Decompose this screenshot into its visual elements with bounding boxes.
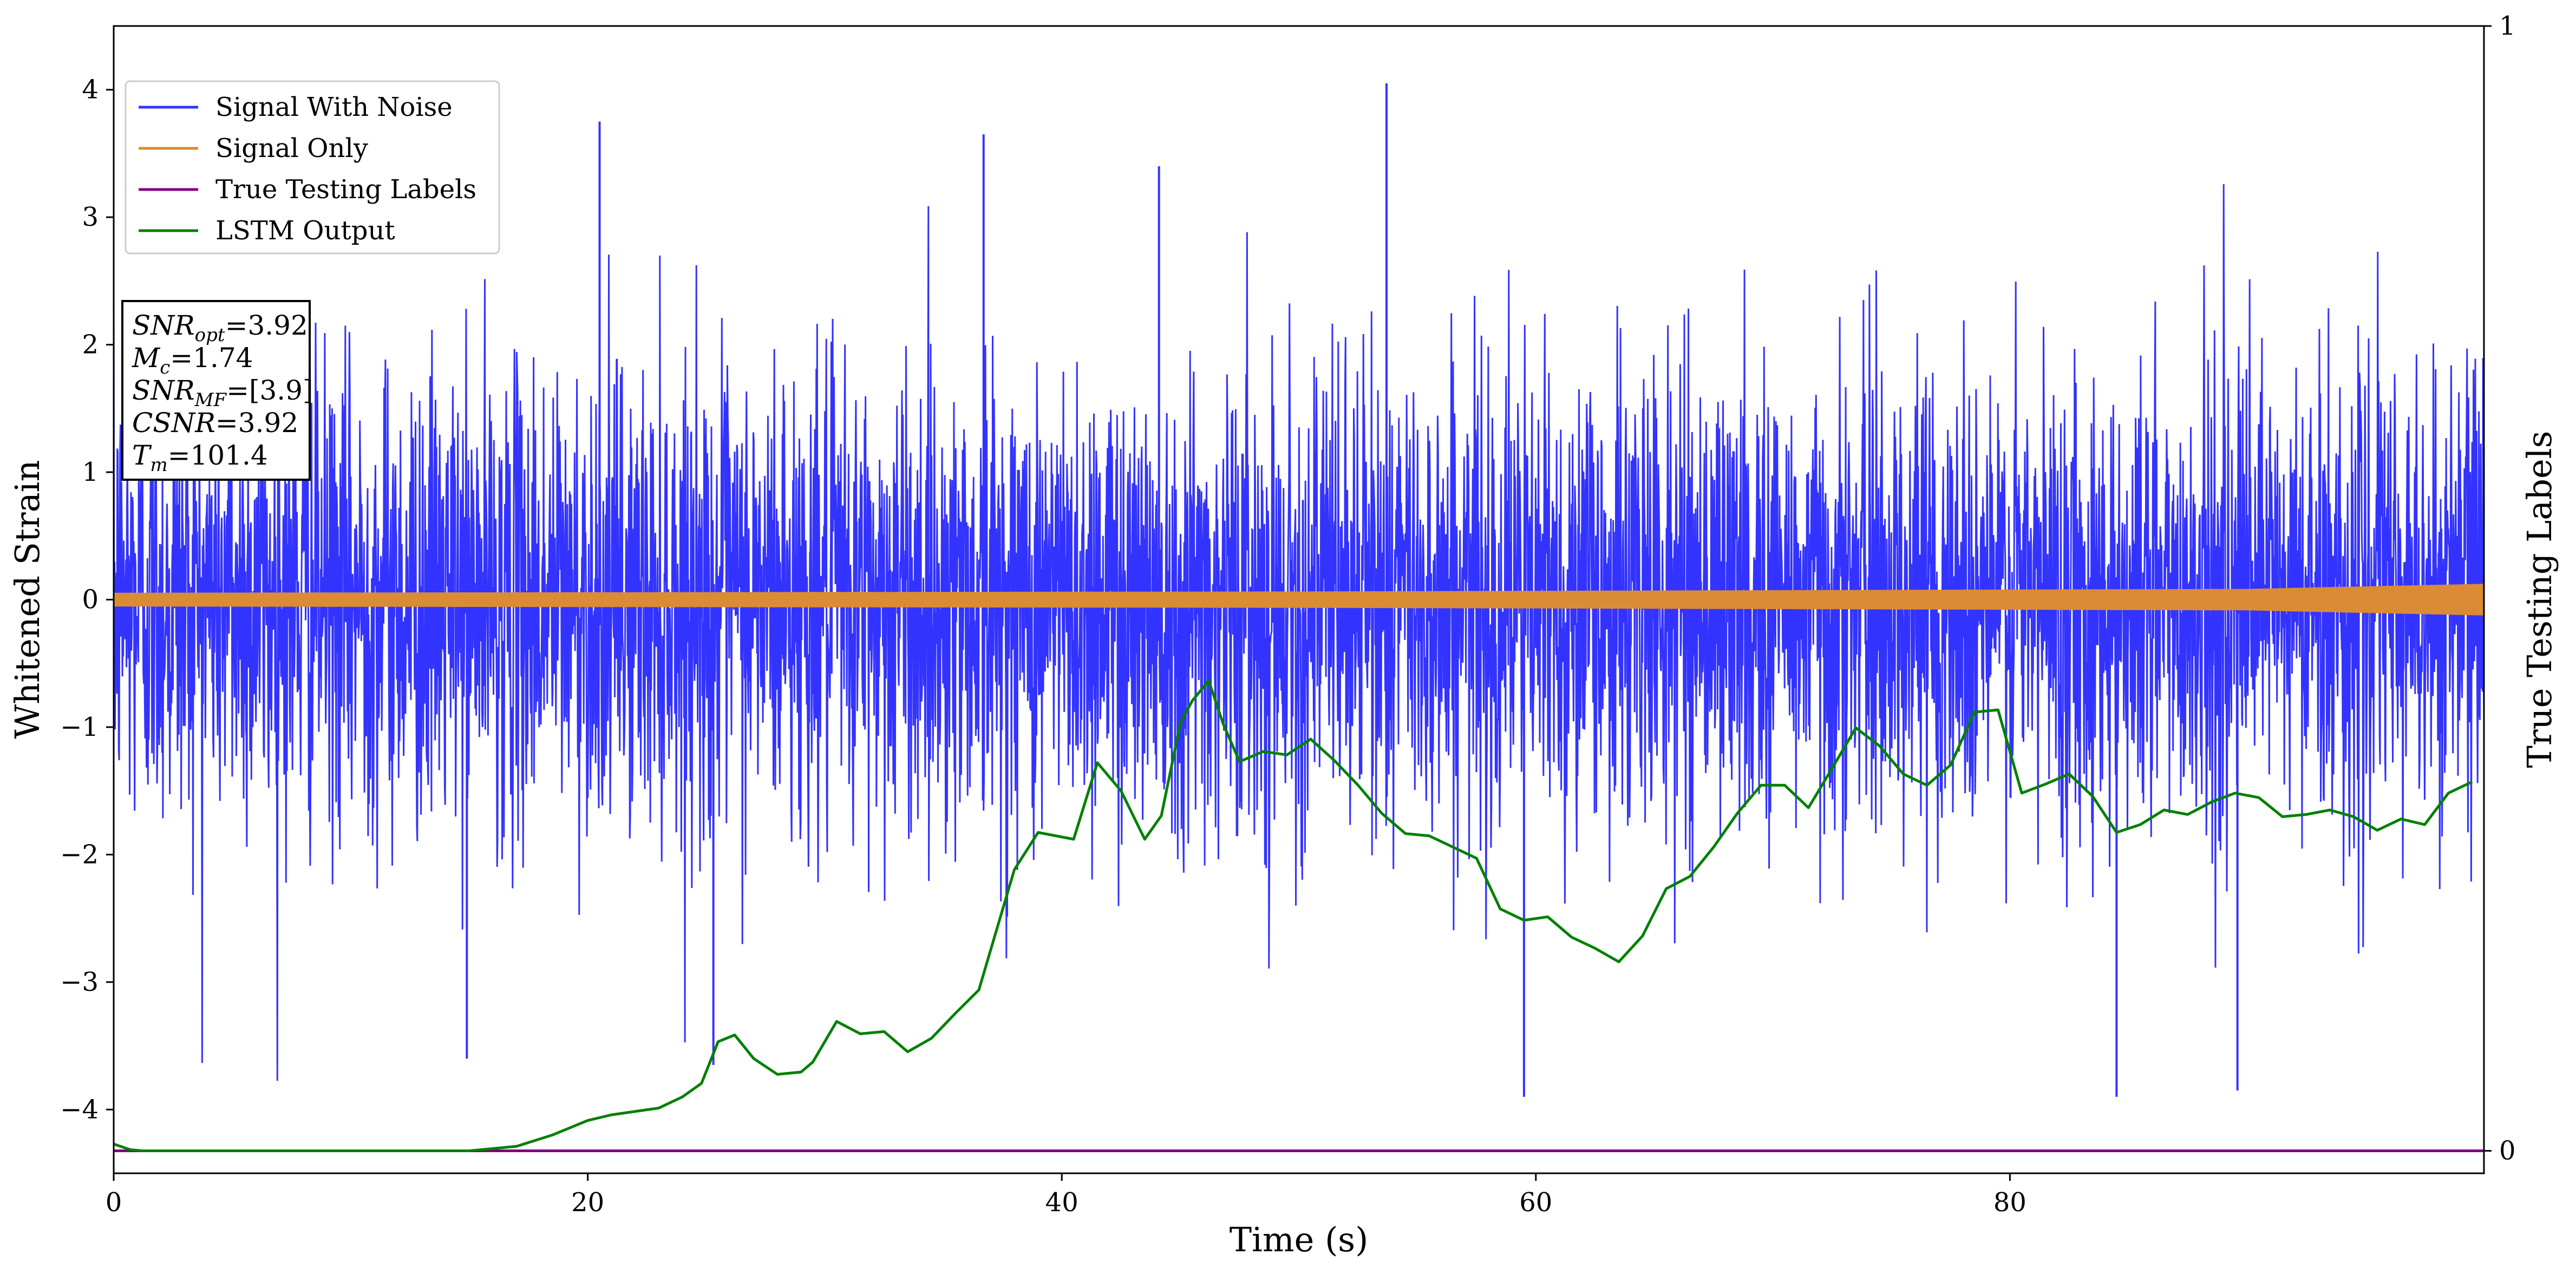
legend-label: True Testing Labels xyxy=(215,174,476,205)
lstm-output-series xyxy=(114,679,2473,1152)
signal-only-series xyxy=(114,584,2484,616)
y-tick-label: −2 xyxy=(60,839,99,870)
stats-annotation-line: SNRopt=3.92 xyxy=(132,310,308,346)
y-axis-right: 01 xyxy=(2484,11,2516,1166)
x-axis-label: Time (s) xyxy=(1230,1220,1369,1259)
signal-band xyxy=(114,584,2484,616)
y-tick-label: −4 xyxy=(60,1094,99,1125)
stats-annotation-line: Mc=1.74 xyxy=(132,342,253,378)
x-tick-label: 20 xyxy=(571,1187,604,1218)
legend-label: Signal With Noise xyxy=(215,92,453,122)
stats-annotation-line: CSNR=3.92 xyxy=(132,407,298,439)
x-tick-label: 40 xyxy=(1045,1187,1078,1218)
stats-annotation-line: SNRMF=[3.9] xyxy=(132,375,313,411)
y-tick-label: 1 xyxy=(82,457,99,487)
noise-trace xyxy=(114,184,2484,1081)
legend: Signal With Noise Signal Only True Testing… xyxy=(125,80,500,254)
y-axis-left: −4 −3 −2 −1 0 1 2 3 4 xyxy=(60,75,114,1125)
x-tick-label: 60 xyxy=(1519,1187,1552,1218)
y-tick-label: −3 xyxy=(60,967,99,997)
legend-label: LSTM Output xyxy=(215,215,395,246)
legend-label: Signal Only xyxy=(215,133,368,164)
y-tick-label: 0 xyxy=(82,585,99,615)
y-tick-label: 3 xyxy=(82,202,99,232)
y-tick-label: 4 xyxy=(82,75,99,105)
y-right-tick-label: 0 xyxy=(2499,1135,2516,1166)
stats-annotation: SNRopt=3.92Mc=1.74SNRMF=[3.9]CSNR=3.92Tm… xyxy=(121,300,313,481)
lstm-line xyxy=(114,679,2473,1152)
plot-area xyxy=(114,83,2484,1152)
y-right-tick-label: 1 xyxy=(2499,11,2516,41)
y-tick-label: −1 xyxy=(60,712,99,742)
y-tick-label: 2 xyxy=(82,330,99,360)
stats-annotation-box xyxy=(121,300,311,481)
x-axis: 0 20 40 60 80 xyxy=(106,1173,2026,1218)
legend-box xyxy=(125,80,500,254)
signal-with-noise-series xyxy=(114,83,2484,1097)
y-axis-label: Whitened Strain xyxy=(8,460,47,739)
stats-annotation-line: Tm=101.4 xyxy=(132,440,268,476)
y-axis-right-label: True Testing Labels xyxy=(2520,431,2559,768)
x-tick-label: 0 xyxy=(106,1187,122,1218)
x-tick-label: 80 xyxy=(1993,1187,2026,1218)
